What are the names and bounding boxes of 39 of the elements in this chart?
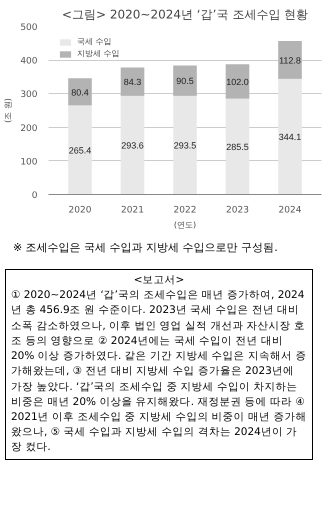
bar	[68, 105, 92, 194]
text: ① 2020~2024년 ‘갑’국의 조세수입은 매년 증가하여, 2024년 총 456.9조 원 수준이다. 2023년 국세 수입은 전년 대비 소폭 감소하였으나, 이후 법인 영업 실적 개선과 자산시장 호조 등의 영향으로 ② 2024년에는 국세 수입이 전년 대비 20% 이상 증가하였다. 같은 기간 지방세 수입은 지속해서 증가해왔는데, ③ 전년 대비 지방세 수입 증가율은 2023년에 가장 높았다. ‘갑’국의 조세수입 중 지방세 수입이 차지하는 비중은 매년 20% 이상을 유지해왔다. 재정분권 등에 따라 ④ 2021년 이후 조세수입 중 지방세 수입의 비중이 매년 증가해 왔으나, ⑤ 국세 수입과 지방세 수입의 격차는 2024년이 가장 컸다.	[11, 289, 306, 454]
x-tick-label: 2022	[174, 206, 196, 216]
y-tick-label: 500	[20, 23, 38, 33]
x-axis-title: (연도)	[174, 220, 196, 230]
bar	[226, 98, 250, 194]
legend-label: 국세 수입	[77, 36, 112, 47]
bar	[120, 68, 144, 96]
legend-label: 지방세 수입	[77, 48, 120, 59]
bar	[278, 40, 302, 79]
data-label: 90.5	[176, 76, 194, 86]
data-label: 265.4	[68, 145, 92, 156]
x-tick-label: 2023	[226, 206, 249, 216]
bar	[120, 96, 144, 194]
x-tick-label: 2021	[121, 206, 144, 216]
data-label: 102.0	[226, 76, 249, 87]
text: <보고서>	[132, 273, 186, 288]
x-tick-label: 2024	[278, 206, 302, 216]
bar	[173, 96, 197, 194]
data-label: 293.5	[174, 140, 196, 151]
bar	[68, 78, 92, 106]
bar	[278, 78, 302, 194]
data-label: 84.3	[124, 77, 142, 88]
y-tick-label: 400	[20, 56, 38, 67]
y-axis-title: (조 원)	[3, 98, 12, 123]
y-tick-label: 100	[20, 157, 38, 168]
data-label: 112.8	[279, 55, 301, 66]
text: ※ 조세수입은 국세 수입과 지방세 수입으로만 구성됨.	[12, 240, 279, 256]
data-label: 80.4	[71, 87, 89, 98]
data-label: 293.6	[121, 140, 144, 151]
data-label: 285.5	[226, 142, 249, 152]
bar	[173, 65, 197, 96]
bar	[226, 64, 250, 99]
y-tick-label: 200	[20, 124, 38, 134]
x-tick-label: 2020	[68, 206, 92, 216]
chart-title: <그림> 2020~2024년 ‘갑’국 조세수입 현황	[62, 8, 308, 22]
y-tick-label: 300	[20, 90, 38, 100]
y-tick-label: 0	[32, 191, 38, 201]
data-label: 344.1	[278, 132, 302, 142]
